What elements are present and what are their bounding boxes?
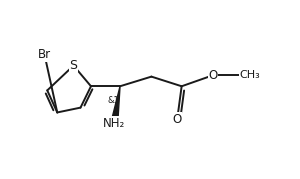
Text: S: S [70,59,77,72]
Text: Br: Br [38,48,51,61]
Polygon shape [111,86,120,124]
Text: &1: &1 [108,96,119,105]
Text: NH₂: NH₂ [103,117,125,130]
Text: O: O [172,113,182,126]
Text: O: O [208,69,218,82]
Text: CH₃: CH₃ [240,70,260,80]
